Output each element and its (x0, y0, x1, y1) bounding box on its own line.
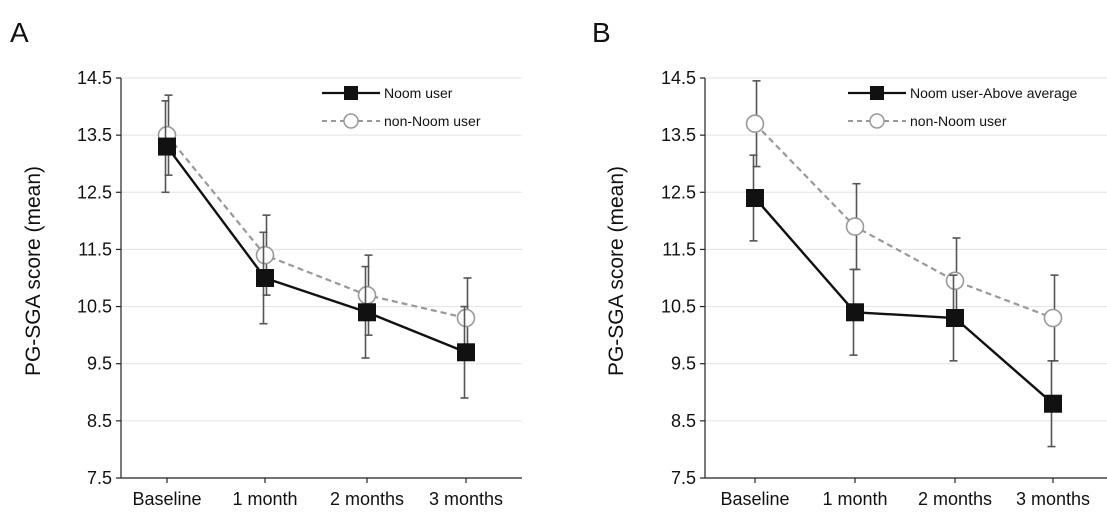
legend: Noom user-Above average non-Noom user (848, 85, 1078, 129)
y-tick-label: 8.5 (671, 411, 696, 431)
panel-label: B (592, 17, 611, 48)
data-point-square (1044, 394, 1062, 413)
y-tick-label: 9.5 (87, 354, 112, 374)
series-noom (158, 100, 475, 399)
data-point-square (946, 309, 964, 327)
legend-label: non-Noom user (384, 113, 481, 129)
y-axis-label: PG-SGA score (mean) (22, 166, 45, 376)
data-point-circle (255, 245, 275, 265)
y-tick-label: 10.5 (77, 297, 112, 317)
data-point-square (846, 303, 864, 322)
data-point-square (358, 303, 376, 322)
data-point-circle (845, 217, 865, 236)
y-tick-label: 13.5 (77, 125, 112, 145)
y-tick-label: 8.5 (87, 411, 112, 431)
data-point-square (256, 269, 274, 287)
legend-marker-circle (869, 113, 885, 129)
x-tick-label: 1 month (232, 489, 297, 509)
data-point-circle (456, 308, 476, 328)
x-tick-label: Baseline (720, 489, 789, 509)
y-tick-label: 7.5 (87, 468, 112, 488)
legend: Noom user non-Noom user (322, 85, 481, 129)
y-tick-label: 11.5 (662, 239, 696, 259)
x-tick-label: Baseline (132, 489, 201, 509)
x-tick-label: 1 month (822, 489, 887, 509)
x-tick-label: 2 months (330, 489, 404, 509)
y-tick-label: 9.5 (671, 354, 696, 374)
legend-label: Noom user (384, 85, 453, 101)
y-axis-label: PG-SGA score (mean) (605, 166, 628, 376)
y-tick-label: 14.5 (77, 68, 112, 88)
x-tick-label: 2 months (918, 489, 992, 509)
series-line (166, 134, 467, 320)
panel-label: A (10, 17, 29, 48)
x-tick-label: 3 months (429, 489, 503, 509)
series-line (754, 197, 1054, 405)
data-point-circle (1043, 308, 1063, 328)
y-tick-label: 13.5 (661, 125, 696, 145)
data-point-square (158, 137, 176, 156)
y-tick-label: 12.5 (77, 182, 112, 202)
series-non-noom (157, 94, 476, 359)
y-tick-label: 14.5 (661, 68, 696, 88)
series-noom (746, 154, 1062, 448)
series-line (166, 145, 467, 354)
y-tick-label: 11.5 (78, 239, 112, 259)
series-line (754, 122, 1054, 320)
data-point-circle (945, 271, 965, 291)
chart-panel-b: B 7.5 8.5 9.5 10.5 11.5 12.5 13.5 14.5 Baseline 1 … (592, 17, 1107, 509)
data-point-square (746, 189, 764, 207)
x-tick-label: 3 months (1016, 489, 1090, 509)
data-point-circle (357, 285, 377, 305)
legend-marker-square (344, 86, 358, 100)
y-tick-label: 10.5 (661, 297, 696, 317)
legend-label: non-Noom user (910, 113, 1007, 129)
y-tick-label: 7.5 (671, 468, 696, 488)
legend-marker-circle (343, 113, 359, 129)
y-tick-label: 12.5 (661, 182, 696, 202)
data-point-circle (745, 114, 765, 134)
legend-marker-square (870, 86, 884, 100)
chart-panel-a: A 7.5 8.5 9.5 10.5 11.5 12.5 13.5 14.5 Baseline 1 … (10, 17, 522, 509)
data-point-square (457, 343, 475, 362)
series-non-noom (745, 80, 1063, 362)
legend-label: Noom user-Above average (910, 85, 1078, 101)
